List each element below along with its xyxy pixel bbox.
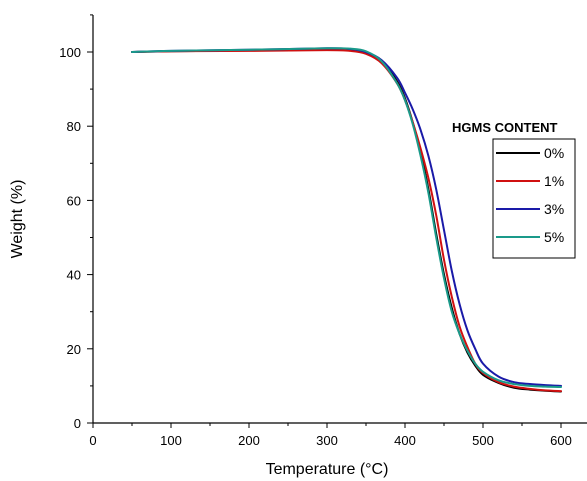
x-tick-label: 400: [394, 433, 416, 448]
legend: HGMS CONTENT 0% 1% 3% 5%: [452, 120, 576, 259]
y-tick-label: 80: [67, 119, 81, 134]
x-tick-label: 500: [472, 433, 494, 448]
y-tick-label: 40: [67, 268, 81, 283]
y-tick-label: 60: [67, 193, 81, 208]
y-axis-label: Weight (%): [9, 180, 26, 259]
axes: [92, 15, 587, 424]
y-tick-label: 20: [67, 342, 81, 357]
series-line-1: [131, 49, 562, 393]
legend-label-2: 3%: [544, 201, 564, 217]
legend-title: HGMS CONTENT: [452, 120, 558, 135]
y-ticks: 0 20 40 60 80 100: [59, 14, 93, 431]
x-tick-label: 0: [89, 433, 96, 448]
x-tick-label: 300: [316, 433, 338, 448]
legend-items: 0% 1% 3% 5%: [496, 145, 564, 245]
legend-box: [492, 138, 576, 259]
legend-label-1: 1%: [544, 173, 564, 189]
legend-label-0: 0%: [544, 145, 564, 161]
x-ticks: 0 100 200 300 400 500 600: [89, 423, 572, 448]
series-line-3: [131, 47, 562, 389]
x-tick-label: 200: [238, 433, 260, 448]
x-tick-label: 100: [160, 433, 182, 448]
y-tick-label: 0: [74, 416, 81, 431]
series-group: [131, 47, 562, 393]
legend-label-3: 5%: [544, 229, 564, 245]
x-tick-label: 600: [550, 433, 572, 448]
x-axis-label: Temperature (°C): [266, 461, 389, 478]
y-tick-label: 100: [59, 45, 81, 60]
